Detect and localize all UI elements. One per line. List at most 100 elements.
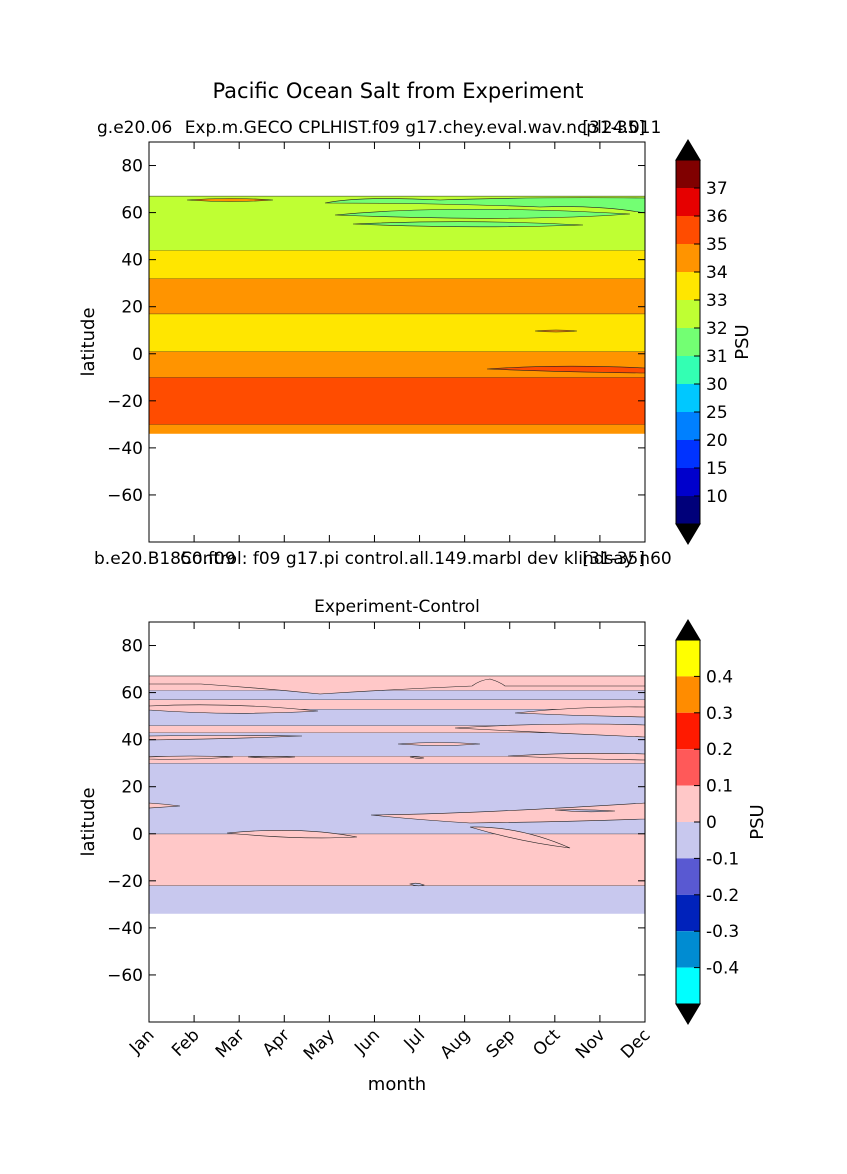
bottom-ylabel: latitude bbox=[78, 787, 99, 856]
colorbar-tick-label: 36 bbox=[706, 207, 728, 227]
colorbar-segment bbox=[676, 640, 700, 677]
y-tick-label: 0 bbox=[132, 345, 143, 365]
colorbar-extend-over bbox=[675, 619, 701, 641]
colorbar-tick-label: 25 bbox=[706, 403, 728, 423]
contour-island bbox=[186, 198, 274, 202]
contour-island bbox=[409, 756, 425, 759]
colorbar-segment bbox=[676, 272, 700, 300]
colorbar-tick-label: 20 bbox=[706, 431, 728, 451]
colorbar-extend-under bbox=[675, 523, 701, 545]
top-axes-frame bbox=[148, 141, 646, 543]
colorbar-segment bbox=[676, 356, 700, 384]
contour-island bbox=[352, 221, 584, 228]
figure-suptitle: Pacific Ocean Salt from Experiment bbox=[212, 79, 583, 103]
contour-island bbox=[148, 755, 234, 760]
bottom-plot: 80 60 40 20 0 −20 −40 −60 Jan Feb Mar Apr May Jun Jul… bbox=[107, 621, 655, 1064]
colorbar-segment bbox=[676, 967, 700, 1004]
contour-band bbox=[149, 725, 645, 733]
x-tick-label: Aug bbox=[437, 1025, 475, 1063]
y-tick-label: −40 bbox=[107, 439, 143, 459]
colorbar-tick-label: 0.4 bbox=[706, 667, 733, 687]
contour-island bbox=[148, 704, 319, 714]
contour-island bbox=[534, 329, 578, 333]
bottom-title-left: b.e20.B1850.f09 bbox=[94, 549, 236, 569]
colorbar-segment bbox=[676, 244, 700, 272]
contour-band bbox=[149, 250, 645, 279]
top-colorbar-label: PSU bbox=[732, 324, 753, 359]
colorbar-segment bbox=[676, 328, 700, 356]
y-tick-label: −60 bbox=[107, 486, 143, 506]
colorbar-tick-label: 0.3 bbox=[706, 704, 733, 724]
colorbar-tick-label: 35 bbox=[706, 235, 728, 255]
contour-island bbox=[148, 675, 646, 695]
colorbar-tick-label: -0.1 bbox=[706, 849, 739, 869]
colorbar-segment bbox=[676, 384, 700, 412]
colorbar-tick-label: 0.1 bbox=[706, 777, 733, 797]
colorbar-tick-label: 37 bbox=[706, 179, 728, 199]
colorbar-tick-label: 15 bbox=[706, 459, 728, 479]
contour-band bbox=[149, 756, 645, 764]
contour-island bbox=[397, 742, 481, 746]
colorbar-segment bbox=[676, 858, 700, 895]
colorbar-tick-label: -0.2 bbox=[706, 886, 739, 906]
colorbar-segment bbox=[676, 412, 700, 440]
colorbar-segment bbox=[676, 188, 700, 216]
colorbar-segment bbox=[676, 468, 700, 496]
x-tick-label: Jun bbox=[350, 1025, 384, 1059]
bottom-title-right: [31-35] bbox=[582, 549, 645, 569]
colorbar-segment bbox=[676, 676, 700, 713]
x-tick-label: Feb bbox=[168, 1025, 203, 1060]
top-ylabel: latitude bbox=[78, 307, 99, 376]
y-tick-label: −20 bbox=[107, 872, 143, 892]
colorbar-segment bbox=[676, 749, 700, 786]
y-tick-label: 20 bbox=[121, 778, 143, 798]
x-tick-label: Sep bbox=[482, 1025, 519, 1062]
colorbar-tick-label: 34 bbox=[706, 263, 728, 283]
x-tick-label: Nov bbox=[572, 1025, 610, 1063]
colorbar-extend-over bbox=[675, 139, 701, 161]
contour-island bbox=[226, 829, 358, 839]
colorbar-frame bbox=[675, 159, 701, 525]
colorbar-extend-under bbox=[675, 1003, 701, 1025]
colorbar-tick-label: 31 bbox=[706, 347, 728, 367]
y-tick-label: 0 bbox=[132, 825, 143, 845]
colorbar-tick-label: 0.2 bbox=[706, 740, 733, 760]
contour-band bbox=[149, 699, 645, 710]
y-tick-label: −60 bbox=[107, 966, 143, 986]
top-title-center: Exp.m.GECO CPLHIST.f09 g17.chey.eval.wav… bbox=[185, 118, 662, 138]
contour-island bbox=[334, 208, 631, 219]
contour-band bbox=[149, 278, 645, 314]
contour-band bbox=[149, 377, 645, 425]
contour-band bbox=[149, 732, 645, 757]
contour-band bbox=[149, 313, 645, 352]
x-tick-label: Mar bbox=[212, 1025, 249, 1062]
x-tick-label: Jul bbox=[400, 1025, 429, 1054]
contour-band bbox=[149, 885, 645, 914]
contour-island bbox=[469, 826, 571, 849]
bottom-colorbar: 0.4 0.3 0.2 0.1 0 -0.1 -0.2 -0.3 -0.4 bbox=[675, 619, 739, 1025]
bottom-contour-features bbox=[148, 675, 646, 887]
colorbar-segment bbox=[676, 894, 700, 932]
x-tick-label: Jan bbox=[125, 1025, 158, 1058]
contour-island bbox=[247, 756, 296, 759]
bottom-axes-frame bbox=[148, 621, 646, 1023]
contour-island bbox=[148, 735, 303, 741]
contour-band bbox=[149, 351, 645, 378]
bottom-colorbar-label: PSU bbox=[747, 804, 768, 839]
top-title-right: [31-35] bbox=[582, 118, 645, 138]
contour-band bbox=[149, 424, 645, 434]
contour-band bbox=[149, 833, 645, 886]
colorbar-segment bbox=[676, 496, 700, 524]
contour-island bbox=[370, 802, 646, 824]
y-tick-label: 40 bbox=[121, 731, 143, 751]
y-tick-label: 80 bbox=[121, 637, 143, 657]
bottom-title-center: Control: f09 g17.pi control.all.149.marb… bbox=[180, 549, 671, 569]
colorbar-segment bbox=[676, 712, 700, 750]
colorbar-tick-label: 10 bbox=[706, 487, 728, 507]
x-tick-label: May bbox=[300, 1025, 339, 1064]
x-tick-label: Apr bbox=[259, 1025, 294, 1060]
colorbar-tick-label: -0.4 bbox=[706, 959, 739, 979]
y-tick-label: −20 bbox=[107, 392, 143, 412]
colorbar-segment bbox=[676, 160, 700, 188]
